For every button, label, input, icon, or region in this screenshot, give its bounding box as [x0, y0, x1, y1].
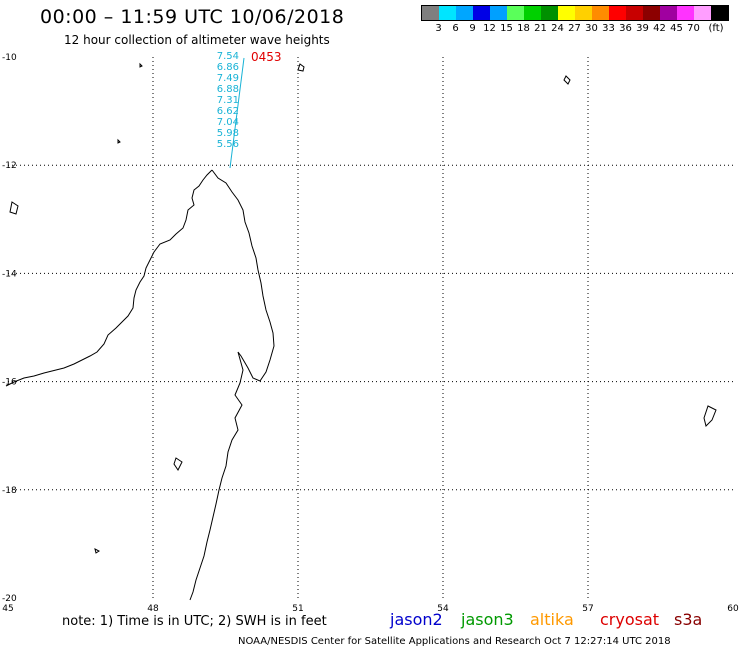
longitude-tick-label: 48	[147, 604, 159, 614]
legend-swatch	[660, 6, 677, 20]
legend-swatch	[439, 6, 456, 20]
legend-swatch	[507, 6, 524, 20]
longitude-tick-label: 51	[292, 604, 303, 614]
swh-value: 6.86	[216, 62, 239, 73]
color-legend: 3 6 9 12 15 18 21 24 27 30 33 36 39 42 45 70 (ft)	[421, 5, 729, 35]
legend-swatch	[643, 6, 660, 20]
legend-label: 3	[435, 23, 442, 34]
map-gridlines	[8, 57, 733, 598]
swh-value: 7.04	[216, 117, 239, 128]
credit-line: NOAA/NESDIS Center for Satellite Applica…	[238, 636, 671, 647]
legend-label: 70	[687, 23, 700, 34]
longitude-tick-label: 45	[2, 604, 13, 614]
legend-swatch	[609, 6, 626, 20]
legend-unit: (ft)	[708, 23, 724, 34]
legend-swatch	[541, 6, 558, 20]
coastline-islands	[9, 62, 717, 554]
longitude-tick-label: 54	[437, 604, 449, 614]
swh-value: 6.88	[216, 84, 239, 95]
latitude-tick-label: -12	[2, 161, 17, 171]
satellite-label-cryosat: cryosat	[600, 610, 660, 629]
legend-label: 12	[483, 23, 496, 34]
legend-swatch	[592, 6, 609, 20]
swh-value: 7.49	[216, 73, 239, 84]
legend-swatch-row	[421, 5, 729, 21]
legend-label: 39	[636, 23, 649, 34]
legend-swatch	[575, 6, 592, 20]
swh-value: 5.56	[216, 139, 239, 150]
latitude-tick-label: -20	[2, 594, 17, 604]
page-subtitle: 12 hour collection of altimeter wave hei…	[64, 33, 330, 47]
legend-label: 45	[670, 23, 683, 34]
satellite-label-jason3: jason3	[461, 610, 514, 629]
map-tick-labels: 45 48 51 54 57 60 -10 -12 -14 -16 -18 -20	[2, 53, 739, 614]
latitude-tick-label: -14	[2, 269, 17, 279]
legend-swatch	[524, 6, 541, 20]
swh-readings: 7.54 6.86 7.49 6.88 7.31 6.62 7.04 5.98 …	[203, 51, 239, 150]
latitude-tick-label: -10	[2, 53, 17, 63]
legend-label: 15	[500, 23, 513, 34]
latitude-tick-label: -18	[2, 486, 17, 496]
legend-swatch	[422, 6, 439, 20]
legend-label: 27	[568, 23, 581, 34]
legend-label: 18	[517, 23, 530, 34]
pass-time-label: 0453	[251, 50, 282, 64]
legend-label: 24	[551, 23, 564, 34]
legend-label: 9	[469, 23, 476, 34]
swh-value: 7.54	[216, 51, 239, 62]
legend-label: 21	[534, 23, 547, 34]
latitude-tick-label: -16	[2, 378, 17, 388]
footer-note: note: 1) Time is in UTC; 2) SWH is in fe…	[62, 614, 327, 629]
swh-value: 7.31	[216, 95, 239, 106]
legend-swatch	[473, 6, 490, 20]
legend-label: 42	[653, 23, 666, 34]
swh-value: 6.62	[216, 106, 239, 117]
legend-swatch	[711, 6, 728, 20]
longitude-tick-label: 57	[582, 604, 593, 614]
legend-swatch	[626, 6, 643, 20]
satellite-label-jason2: jason2	[390, 610, 443, 629]
legend-swatch	[677, 6, 694, 20]
legend-swatch	[490, 6, 507, 20]
coastline-madagascar	[5, 169, 275, 601]
pass-track	[229, 57, 245, 169]
legend-label: 36	[619, 23, 632, 34]
longitude-tick-label: 60	[727, 604, 739, 614]
swh-value: 5.98	[216, 128, 239, 139]
page-title: 00:00 – 11:59 UTC 10/06/2018	[40, 6, 345, 28]
legend-swatch	[558, 6, 575, 20]
legend-label: 33	[602, 23, 615, 34]
satellite-label-altika: altika	[530, 610, 574, 629]
satellite-label-s3a: s3a	[674, 610, 703, 629]
legend-swatch	[694, 6, 711, 20]
legend-label: 30	[585, 23, 598, 34]
legend-swatch	[456, 6, 473, 20]
legend-label: 6	[452, 23, 459, 34]
